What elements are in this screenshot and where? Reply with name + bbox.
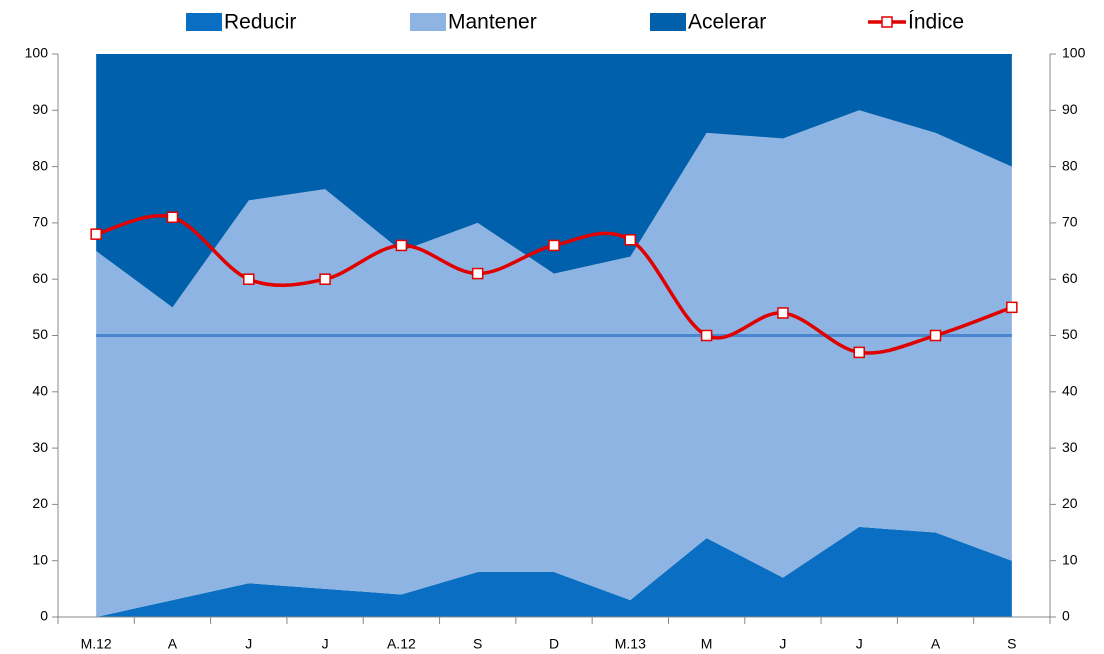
y2-tick-label: 60	[1062, 270, 1078, 286]
y-tick-label: 10	[32, 551, 48, 567]
y2-tick-label: 40	[1062, 383, 1078, 399]
y-tick-label: 50	[32, 326, 48, 342]
y2-tick-label: 0	[1062, 608, 1070, 624]
marker	[777, 307, 789, 319]
y-tick-label: 30	[32, 439, 48, 455]
marker	[548, 239, 560, 252]
marker	[624, 234, 637, 246]
marker	[929, 329, 942, 342]
x-tick-label: M	[701, 636, 713, 652]
y-tick-label: 20	[32, 495, 48, 511]
x-tick-label: M.12	[81, 636, 112, 652]
y2-tick-label: 100	[1062, 45, 1086, 61]
x-tick-label: M.13	[615, 636, 646, 652]
marker	[243, 273, 255, 285]
legend-marker	[881, 16, 893, 28]
legend-label: Acelerar	[688, 11, 766, 34]
marker	[90, 228, 102, 240]
x-tick-label: A.12	[387, 636, 416, 652]
marker	[319, 273, 331, 285]
legend-label: Reducir	[224, 11, 296, 34]
marker	[700, 329, 713, 342]
y2-tick-label: 90	[1062, 101, 1078, 117]
area	[96, 54, 1012, 308]
y-tick-label: 40	[32, 383, 48, 399]
x-tick-label: A	[931, 636, 941, 652]
marker	[166, 211, 179, 224]
area	[96, 110, 1012, 618]
marker	[395, 239, 408, 252]
x-tick-label: J	[779, 636, 786, 652]
y2-tick-label: 20	[1062, 495, 1078, 511]
y2-tick-label: 30	[1062, 439, 1078, 455]
x-tick-label: D	[549, 636, 559, 652]
legend-label: Índice	[908, 11, 964, 34]
y2-tick-label: 70	[1062, 214, 1078, 230]
marker	[1006, 301, 1018, 314]
y2-tick-label: 50	[1062, 326, 1078, 342]
y-tick-label: 100	[25, 45, 49, 61]
y-tick-label: 80	[32, 157, 48, 173]
legend-swatch	[410, 13, 446, 31]
legend-swatch	[186, 13, 222, 31]
marker	[471, 267, 484, 280]
x-tick-label: J	[856, 636, 863, 652]
x-tick-label: S	[1007, 636, 1016, 652]
area	[96, 526, 1012, 617]
x-tick-label: S	[473, 636, 482, 652]
y-tick-label: 60	[32, 270, 48, 286]
y-tick-label: 90	[32, 101, 48, 117]
y2-tick-label: 80	[1062, 157, 1078, 173]
x-tick-label: J	[322, 636, 329, 652]
y-tick-label: 70	[32, 214, 48, 230]
y-tick-label: 0	[40, 608, 48, 624]
y2-tick-label: 10	[1062, 551, 1078, 567]
x-tick-label: J	[245, 636, 252, 652]
marker	[853, 346, 865, 359]
legend-label: Mantener	[448, 11, 537, 34]
x-tick-label: A	[168, 636, 178, 652]
legend-swatch	[650, 13, 686, 31]
